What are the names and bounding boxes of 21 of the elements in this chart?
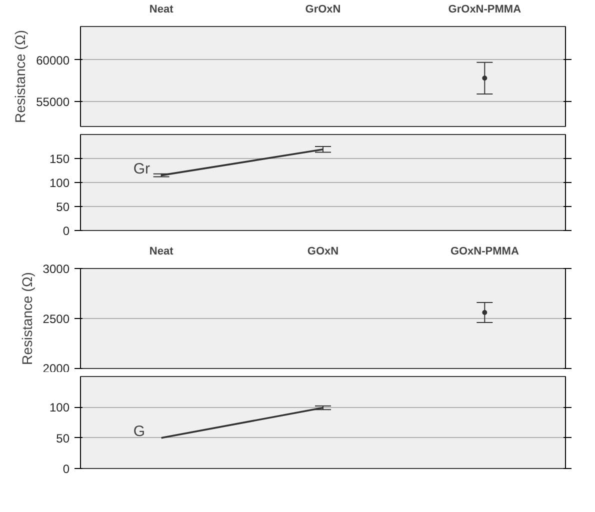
x-tick-label: GrOxN <box>305 4 341 16</box>
y-tick-label: 60000 <box>36 53 70 68</box>
x-tick-label: GOxN-PMMA <box>450 246 519 258</box>
x-tick-label: Neat <box>149 4 174 16</box>
x-tick-label: Neat <box>149 246 174 258</box>
x-tick-label: GrOxN-PMMA <box>448 4 522 16</box>
x-tick-label: GOxN <box>307 246 339 258</box>
y-tick-label: 100 <box>49 400 70 415</box>
annotation: Gr <box>133 160 150 178</box>
y-tick-label: 0 <box>62 462 70 476</box>
y-axis-title: Resistance (Ω) <box>18 272 35 365</box>
y-axis-title: Resistance (Ω) <box>12 30 28 123</box>
y-tick-label: 3000 <box>42 262 70 276</box>
y-tick-label: 150 <box>49 152 70 166</box>
y-tick-label: 50 <box>56 431 70 446</box>
y-tick-label: 50 <box>56 200 70 214</box>
y-tick-label: 0 <box>62 224 70 238</box>
y-tick-label: 100 <box>49 176 70 190</box>
y-tick-label: 2500 <box>42 312 70 326</box>
annotation: G <box>133 422 146 440</box>
y-tick-label: 55000 <box>36 95 70 109</box>
